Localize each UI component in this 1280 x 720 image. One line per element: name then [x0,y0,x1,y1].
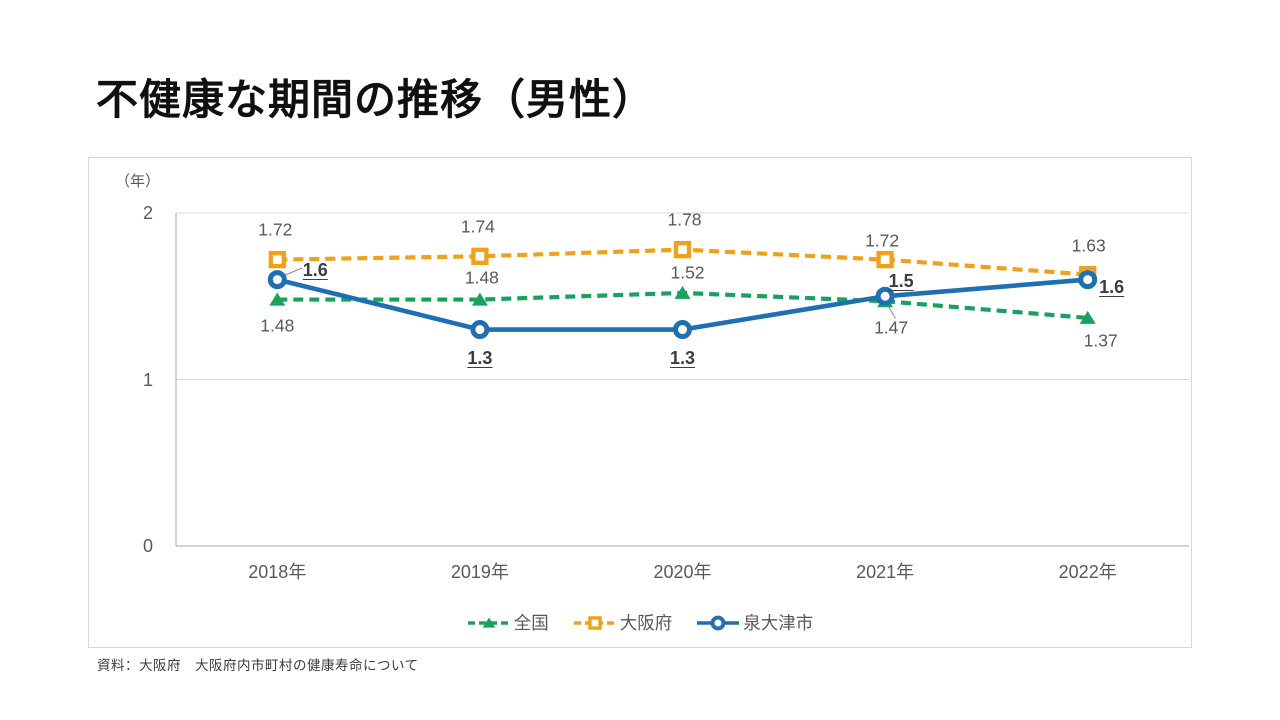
triangle-marker-icon [674,285,691,299]
y-axis-label: 2 [142,203,153,223]
data-label: 1.37 [1083,330,1118,351]
circle-marker-icon [267,270,287,290]
square-legend-marker-icon [573,615,616,630]
x-axis-label: 2018年 [248,562,307,582]
x-axis-label: 2022年 [1058,562,1117,582]
data-label: 1.78 [667,208,702,229]
legend-item: 全国 [467,610,549,635]
legend-label: 全国 [513,613,549,633]
legend-item: 泉大津市 [696,610,813,635]
x-axis-label: 2019年 [450,562,509,582]
square-marker-icon [673,240,692,259]
circle-marker-icon [470,320,490,340]
data-label: 1.48 [464,266,499,287]
triangle-legend-marker-icon [467,617,510,628]
legend-label: 泉大津市 [743,613,814,633]
data-label: 1.72 [865,229,900,250]
data-label: 1.6 [1099,276,1125,297]
data-label: 1.52 [670,262,705,283]
data-label: 1.3 [669,347,696,368]
circle-marker-icon [875,286,895,306]
circle-legend-marker-icon [697,615,740,630]
data-label: 1.63 [1071,234,1106,255]
square-marker-icon [876,250,894,269]
data-label: 1.3 [467,347,493,368]
legend-label: 大阪府 [619,613,673,633]
data-label: 1.74 [460,216,495,237]
data-label: 1.47 [874,317,909,338]
triangle-marker-icon [1079,310,1096,324]
chart-canvas [175,212,1189,547]
data-label: 1.6 [302,259,328,280]
y-axis-unit-label: （年） [115,173,161,190]
circle-marker-icon [1078,270,1098,290]
x-axis-label: 2020年 [653,562,712,582]
data-label: 1.48 [260,314,295,335]
chart-area: （年） 1.48 1.48 1.52 1.47 1.37 1.72 1.74 1.78 1.72… [88,157,1192,648]
source-note: 資料：大阪府 大阪府内市町村の健康寿命について [97,658,419,673]
circle-marker-icon [673,320,692,340]
legend-item: 大阪府 [573,610,673,635]
x-axis-label: 2021年 [856,562,915,582]
y-axis-label: 1 [142,369,153,390]
data-label: 1.72 [258,218,293,239]
square-marker-icon [268,250,286,269]
legend: 全国 大阪府 泉大津市 [89,610,1191,635]
square-marker-icon [471,247,489,265]
page-title: 不健康な期間の推移（男性） [96,76,656,123]
triangle-marker-icon [269,292,286,306]
data-label: 1.5 [888,271,914,292]
triangle-marker-icon [471,292,488,306]
y-axis-label: 0 [142,536,153,556]
